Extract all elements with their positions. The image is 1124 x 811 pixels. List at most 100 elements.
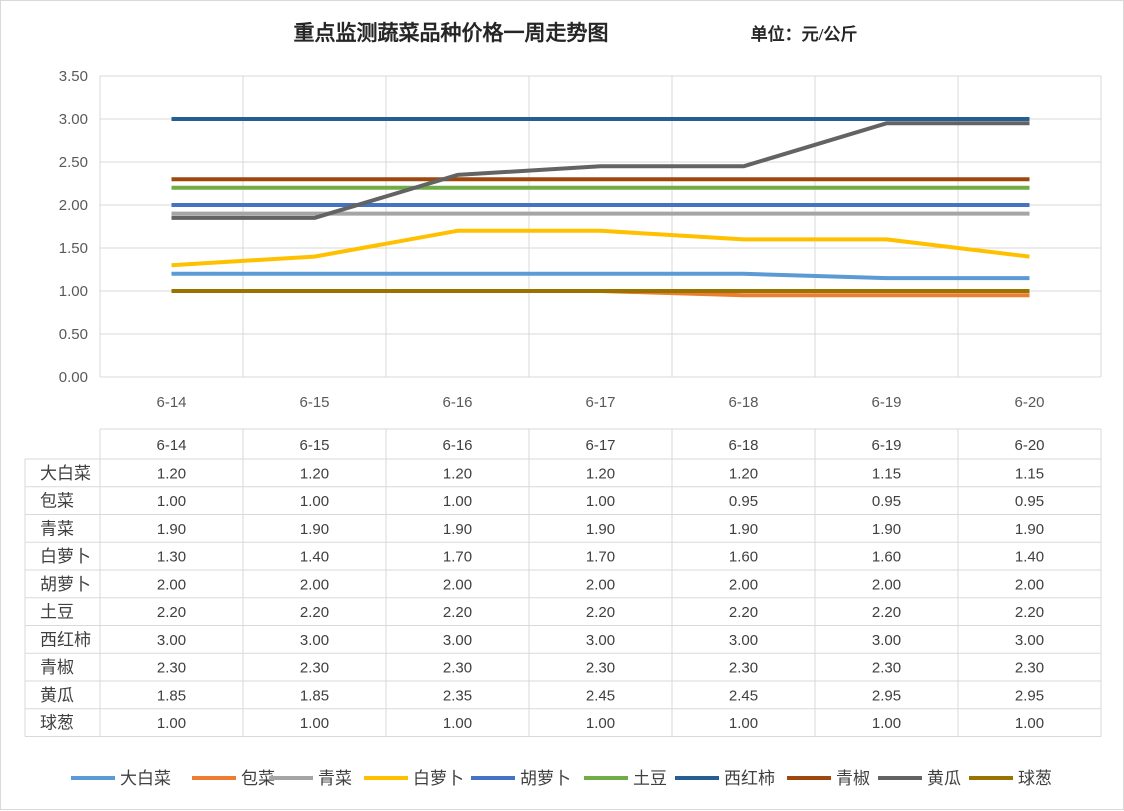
table-cell: 1.20 <box>300 465 329 482</box>
table-cell: 2.20 <box>300 604 329 621</box>
y-tick-label: 2.50 <box>59 154 88 171</box>
table-cell: 1.90 <box>729 521 758 538</box>
table-cell: 2.30 <box>1015 660 1044 677</box>
table-cell: 0.95 <box>1015 493 1044 510</box>
table-cell: 1.70 <box>443 549 472 566</box>
table-row-label: 土豆 <box>40 603 74 623</box>
table-cell: 1.90 <box>586 521 615 538</box>
table-cell: 2.00 <box>872 576 901 593</box>
table-cell: 2.00 <box>157 576 186 593</box>
legend-label: 土豆 <box>633 769 667 789</box>
table-header-cell: 6-19 <box>871 437 901 454</box>
series-line <box>171 271 1030 281</box>
table-row-label: 胡萝卜 <box>40 575 91 595</box>
table-row-label: 黄瓜 <box>40 686 74 706</box>
table-cell: 1.85 <box>300 687 329 704</box>
table-cell: 2.30 <box>872 660 901 677</box>
table-cell: 1.20 <box>729 465 758 482</box>
table-cell: 2.20 <box>586 604 615 621</box>
table-cell: 3.00 <box>729 632 758 649</box>
table-cell: 3.00 <box>872 632 901 649</box>
table-header-cell: 6-18 <box>728 437 758 454</box>
legend-label: 白萝卜 <box>413 769 464 789</box>
y-tick-label: 3.00 <box>59 111 88 128</box>
series-lines <box>171 117 1030 298</box>
legend-label: 包菜 <box>241 769 275 789</box>
table-cell: 2.20 <box>443 604 472 621</box>
unit-label: 单位：元/公斤 <box>751 24 858 44</box>
table-cell: 1.90 <box>300 521 329 538</box>
table-cell: 0.95 <box>872 493 901 510</box>
x-tick-label: 6-17 <box>585 394 615 411</box>
table-cell: 2.00 <box>300 576 329 593</box>
legend-label: 球葱 <box>1018 769 1052 789</box>
data-table: 6-14 6-15 6-16 6-17 6-18 6-19 6-20 大白菜 1.20 1.20 1… <box>24 428 1102 737</box>
series-line <box>171 121 1030 220</box>
x-tick-label: 6-14 <box>156 394 186 411</box>
legend: 大白菜 包菜 青菜 白萝卜 胡萝卜 土豆 西红柿 青椒 黄瓜 球葱 <box>71 769 1052 789</box>
table-cell: 2.30 <box>300 660 329 677</box>
table-cell: 2.30 <box>443 660 472 677</box>
legend-label: 胡萝卜 <box>520 769 571 789</box>
table-cell: 2.95 <box>1015 687 1044 704</box>
table-row-label: 包菜 <box>40 492 74 512</box>
legend-label: 黄瓜 <box>927 769 961 789</box>
table-cell: 1.90 <box>1015 521 1044 538</box>
table-cell: 2.20 <box>729 604 758 621</box>
table-cell: 1.00 <box>157 493 186 510</box>
table-cell: 1.00 <box>872 715 901 732</box>
x-tick-label: 6-16 <box>442 394 472 411</box>
gridlines <box>99 75 1102 378</box>
x-tick-label: 6-15 <box>299 394 329 411</box>
table-cell: 1.60 <box>729 549 758 566</box>
table-cell: 1.85 <box>157 687 186 704</box>
table-cell: 2.20 <box>872 604 901 621</box>
table-cell: 1.90 <box>872 521 901 538</box>
table-cell: 1.30 <box>157 549 186 566</box>
table-cell: 1.40 <box>1015 549 1044 566</box>
table-cell: 2.30 <box>586 660 615 677</box>
table-cell: 1.20 <box>586 465 615 482</box>
table-row-label: 大白菜 <box>40 464 91 484</box>
table-cell: 2.30 <box>157 660 186 677</box>
table-cell: 1.00 <box>157 715 186 732</box>
table-cell: 2.00 <box>729 576 758 593</box>
table-cell: 3.00 <box>586 632 615 649</box>
table-cell: 0.95 <box>729 493 758 510</box>
table-cell: 2.20 <box>1015 604 1044 621</box>
table-row-label: 青椒 <box>40 658 74 678</box>
legend-label: 西红柿 <box>724 769 775 789</box>
y-tick-label: 2.00 <box>59 197 88 214</box>
x-tick-label: 6-19 <box>871 394 901 411</box>
series-line <box>171 228 1030 268</box>
table-cell: 2.00 <box>586 576 615 593</box>
table-cell: 2.20 <box>157 604 186 621</box>
axis-labels: 0.00 0.50 1.00 1.50 2.00 2.50 3.00 3.50 6-14 6-15… <box>59 68 1045 411</box>
table-cell: 1.00 <box>443 493 472 510</box>
table-header-cell: 6-15 <box>299 437 329 454</box>
table-cell: 3.00 <box>1015 632 1044 649</box>
legend-label: 青椒 <box>836 769 870 789</box>
table-header-cell: 6-14 <box>156 437 186 454</box>
table-cell: 2.95 <box>872 687 901 704</box>
table-row-label: 青菜 <box>40 519 74 539</box>
table-cell: 2.35 <box>443 687 472 704</box>
table-cell: 3.00 <box>300 632 329 649</box>
table-cell: 2.30 <box>729 660 758 677</box>
table-cell: 1.20 <box>443 465 472 482</box>
table-cell: 1.00 <box>300 493 329 510</box>
x-tick-label: 6-18 <box>728 394 758 411</box>
table-cell: 1.00 <box>729 715 758 732</box>
table-row-label: 西红柿 <box>40 630 91 650</box>
table-header-cell: 6-16 <box>442 437 472 454</box>
table-cell: 1.70 <box>586 549 615 566</box>
table-cell: 1.00 <box>300 715 329 732</box>
table-cell: 1.90 <box>443 521 472 538</box>
table-header-cell: 6-20 <box>1014 437 1044 454</box>
table-cell: 2.45 <box>586 687 615 704</box>
y-tick-label: 3.50 <box>59 68 88 85</box>
table-cell: 1.15 <box>1015 465 1044 482</box>
table-row-label: 球葱 <box>40 714 74 734</box>
